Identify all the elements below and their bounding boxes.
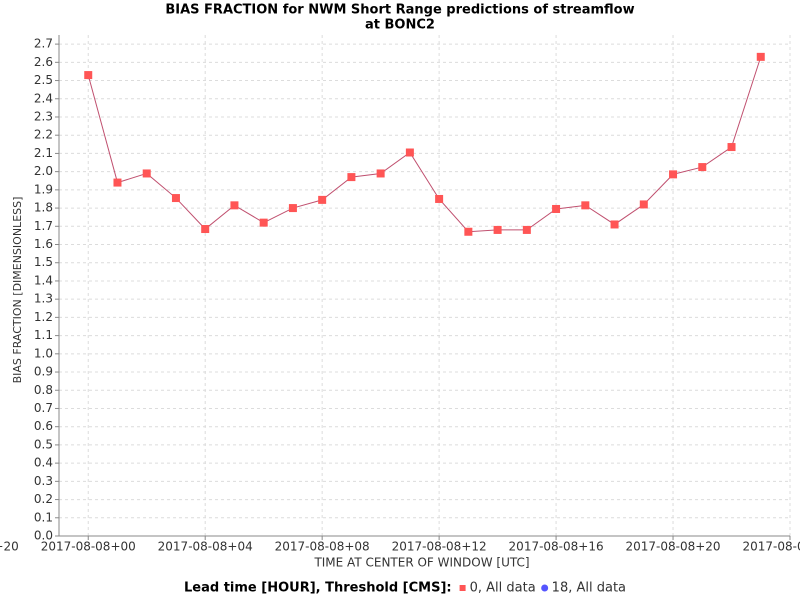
data-point xyxy=(259,218,268,227)
data-point xyxy=(581,201,590,210)
data-point xyxy=(698,163,707,172)
y-tick-label: 0.6 xyxy=(34,419,53,433)
legend-label: 0, All data xyxy=(470,581,536,596)
data-point xyxy=(171,194,180,203)
y-tick-label: 1.6 xyxy=(34,237,53,251)
y-tick-label: 2.1 xyxy=(34,146,53,160)
chart-title: BIAS FRACTION for NWM Short Range predic… xyxy=(165,3,634,18)
chart-title: at BONC2 xyxy=(365,18,435,33)
x-tick-label: 2017-08-08+16 xyxy=(509,540,604,554)
data-point xyxy=(142,169,151,178)
data-point xyxy=(288,204,297,213)
y-tick-label: 2.0 xyxy=(34,164,53,178)
x-axis-label: TIME AT CENTER OF WINDOW [UTC] xyxy=(313,556,529,570)
legend-marker xyxy=(459,585,466,591)
y-tick-label: 0.4 xyxy=(34,456,53,470)
x-tick-label: 2017-08-08+20 xyxy=(626,540,721,554)
data-point xyxy=(464,227,473,236)
data-point xyxy=(552,204,561,213)
x-tick-label: 2017-08-07+20 xyxy=(0,540,19,554)
y-tick-label: 0.8 xyxy=(34,383,53,397)
legend-marker xyxy=(541,584,549,592)
y-tick-label: 0.2 xyxy=(34,492,53,506)
x-tick-label: 2017-08-08+12 xyxy=(392,540,487,554)
y-tick-label: 2.3 xyxy=(34,109,53,123)
y-tick-label: 0.5 xyxy=(34,437,53,451)
y-tick-label: 1.0 xyxy=(34,346,53,360)
data-point xyxy=(727,143,736,152)
legend-title: Lead time [HOUR], Threshold [CMS]: xyxy=(184,581,452,596)
y-tick-label: 2.6 xyxy=(34,55,53,69)
data-point xyxy=(113,178,122,187)
data-point xyxy=(405,148,414,157)
y-tick-label: 1.5 xyxy=(34,255,53,269)
y-tick-label: 1.4 xyxy=(34,273,53,287)
data-point xyxy=(610,220,619,229)
data-point xyxy=(318,195,327,204)
data-point xyxy=(230,201,239,210)
y-tick-label: 1.1 xyxy=(34,328,53,342)
y-tick-label: 0.7 xyxy=(34,401,53,415)
y-tick-label: 1.7 xyxy=(34,219,53,233)
y-tick-label: 0.3 xyxy=(34,474,53,488)
data-point xyxy=(376,169,385,178)
y-tick-label: 0.0 xyxy=(34,529,53,543)
y-tick-label: 0.1 xyxy=(34,510,53,524)
data-point xyxy=(669,170,678,179)
y-tick-label: 0.9 xyxy=(34,365,53,379)
legend-label: 18, All data xyxy=(552,581,626,596)
x-tick-label: 2017-08-08+00 xyxy=(41,540,136,554)
y-tick-label: 2.2 xyxy=(34,128,53,142)
y-tick-label: 1.2 xyxy=(34,310,53,324)
data-point xyxy=(84,71,93,80)
y-tick-label: 1.9 xyxy=(34,182,53,196)
data-point xyxy=(347,173,356,182)
y-tick-label: 1.8 xyxy=(34,201,53,215)
x-tick-label: 2017-08-08+08 xyxy=(275,540,370,554)
data-point xyxy=(493,225,502,234)
data-point xyxy=(201,225,210,234)
y-axis-label: BIAS FRACTION [DIMENSIONLESS] xyxy=(11,197,24,384)
y-tick-label: 2.7 xyxy=(34,37,53,51)
plot-area xyxy=(59,35,790,536)
data-point xyxy=(756,52,765,61)
y-tick-label: 2.5 xyxy=(34,73,53,87)
y-tick-label: 2.4 xyxy=(34,91,53,105)
data-point xyxy=(639,200,648,209)
x-tick-label: 2017-08-09+00 xyxy=(742,540,800,554)
data-point xyxy=(435,194,444,203)
x-tick-label: 2017-08-08+04 xyxy=(158,540,253,554)
series-line xyxy=(87,56,762,233)
data-point xyxy=(522,225,531,234)
y-tick-label: 1.3 xyxy=(34,292,53,306)
